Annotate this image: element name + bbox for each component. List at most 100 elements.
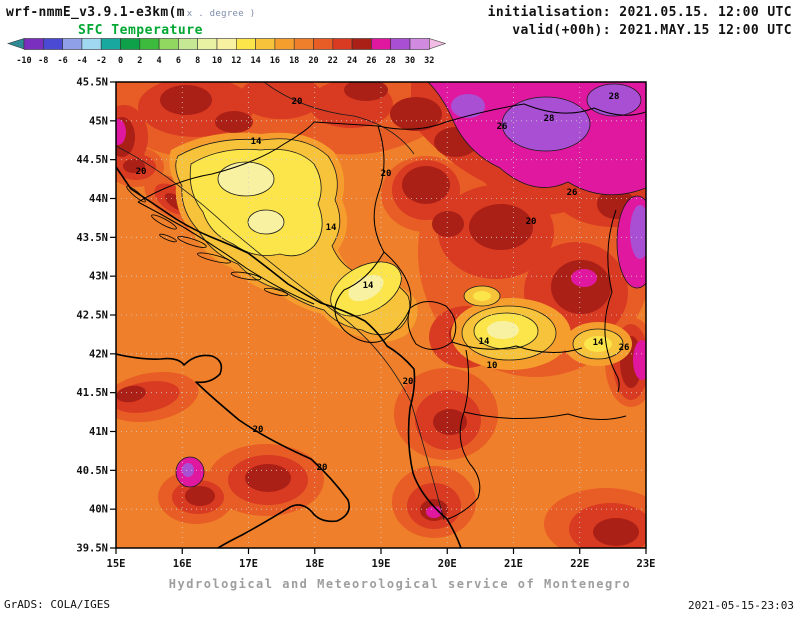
colorbar-tick-label: -10 (16, 56, 31, 66)
init-time-label: initialisation: 2021.05.15. 12:00 UTC (487, 5, 792, 20)
colorbar-tick-label: 32 (424, 56, 434, 66)
grid-lines (116, 82, 646, 548)
contour-label: 14 (479, 337, 490, 347)
colorbar-segment (371, 38, 391, 50)
colorbar-segment (216, 38, 237, 50)
lon-axis-label: 22E (570, 558, 589, 570)
colorbar-segment (100, 38, 121, 50)
lat-axis-label: 42N (89, 348, 108, 360)
colorbar-tick-label: 0 (118, 56, 123, 66)
contour-label: 28 (609, 92, 620, 102)
contour-label: 28 (544, 114, 555, 124)
colorbar-segment (42, 38, 63, 50)
colorbar-arrow-left (7, 38, 25, 50)
lon-axis-label: 23E (637, 558, 656, 570)
colorbar-segment (409, 38, 430, 50)
colorbar-segment (178, 38, 198, 50)
contour-label: 26 (497, 122, 508, 132)
contour-label: 26 (619, 343, 630, 353)
contour-labels: 20 14 26 28 28 20 20 26 20 14 14 14 10 14 26 20 20 20 (136, 92, 630, 473)
colorbar-tick-label: 4 (157, 56, 162, 66)
colorbar-tick-label: -6 (57, 56, 67, 66)
colorbar-segment (313, 38, 334, 50)
lat-axis-label: 45.5N (76, 77, 108, 89)
colorbar-segment (158, 38, 179, 50)
lat-axis-label: 41.5N (76, 387, 108, 399)
colorbar-tick-label: 14 (250, 56, 260, 66)
colorbar-segment (351, 38, 372, 50)
contour-label: 20 (253, 425, 264, 435)
coastline-islands (116, 165, 462, 548)
model-title-row: wrf-nmmE_v3.9.1-e3km(m x . degree ) (6, 5, 255, 20)
service-footer: Hydrological and Meteorological service … (168, 577, 632, 591)
contour-label: 14 (363, 281, 374, 291)
colorbar-segment (120, 38, 141, 50)
creation-timestamp: 2021-05-15-23:03 (688, 599, 794, 612)
colorbar: -10 -8 -6 -4 -2 0 2 4 6 8 10 12 14 16 18 20 22 24 26 28 30 32 (7, 38, 447, 66)
lat-axis-label: 40N (89, 504, 108, 516)
lat-axis-label: 42.5N (76, 310, 108, 322)
colorbar-segment (81, 38, 102, 50)
contour-label: 14 (326, 223, 337, 233)
lon-axis-label: 15E (107, 558, 126, 570)
lat-axis-label: 45N (89, 115, 108, 127)
colorbar-tick-label: 12 (231, 56, 241, 66)
contour-lines (116, 82, 445, 521)
contour-label: 20 (403, 377, 414, 387)
lat-axis-label: 43.5N (76, 232, 108, 244)
colorbar-tick-label: 10 (212, 56, 222, 66)
lat-axis-label: 40.5N (76, 465, 108, 477)
colorbar-segment (62, 38, 83, 50)
lon-axis-label: 18E (305, 558, 324, 570)
colorbar-tick-label: 16 (270, 56, 280, 66)
colorbar-segment (274, 38, 295, 50)
colorbar-tick-label: 28 (386, 56, 396, 66)
colorbar-tick-label: 18 (289, 56, 299, 66)
lat-axis-label: 44N (89, 193, 108, 205)
contour-label: 26 (567, 188, 578, 198)
contour-label: 20 (292, 97, 303, 107)
contour-label: 20 (381, 169, 392, 179)
map-panel: 20 14 26 28 28 20 20 26 20 14 14 14 10 14 26 20 20 20 45.… (76, 77, 655, 571)
colorbar-tick-label: -8 (38, 56, 48, 66)
colorbar-segment (197, 38, 218, 50)
contour-label: 10 (487, 361, 498, 371)
lon-axis-label: 17E (239, 558, 258, 570)
axis-labels: 45.5N 45N 44.5N 44N 43.5N 43N 42.5N 42N 41.5N 41N… (76, 77, 655, 571)
lon-axis-label: 20E (438, 558, 457, 570)
lat-axis-label: 41N (89, 426, 108, 438)
valid-time-label: valid(+00h): 2021.MAY.15 12:00 UTC (512, 23, 792, 38)
colorbar-tick-label: 26 (366, 56, 376, 66)
contour-label: 20 (317, 463, 328, 473)
colorbar-segment (293, 38, 314, 50)
lon-axis-label: 16E (173, 558, 192, 570)
model-title: wrf-nmmE_v3.9.1-e3km(m (6, 5, 185, 20)
lat-axis-label: 44.5N (76, 154, 108, 166)
contour-label: 20 (526, 217, 537, 227)
colorbar-tick-label: 20 (308, 56, 318, 66)
contour-label: 14 (251, 137, 262, 147)
contour-label: 14 (593, 338, 604, 348)
colorbar-segment (390, 38, 411, 50)
colorbar-segment (139, 38, 160, 50)
colorbar-tick-label: 22 (328, 56, 338, 66)
lon-axis-label: 19E (372, 558, 391, 570)
colorbar-segment (255, 38, 276, 50)
colorbar-tick-label: 24 (347, 56, 357, 66)
colorbar-tick-label: 2 (137, 56, 142, 66)
country-borders (137, 103, 646, 520)
colorbar-tick-label: -4 (77, 56, 87, 66)
colorbar-tick-label: 8 (195, 56, 200, 66)
colorbar-arrow-right (428, 38, 447, 50)
colorbar-segment (236, 38, 256, 50)
lon-axis-label: 21E (504, 558, 523, 570)
contour-label: 20 (136, 167, 147, 177)
colorbar-tick-label: -2 (96, 56, 106, 66)
colorbar-segment (23, 38, 44, 50)
colorbar-tick-label: 30 (405, 56, 415, 66)
model-units-note: x . degree ) (186, 9, 256, 19)
grads-credit: GrADS: COLA/IGES (4, 598, 110, 611)
field-label: SFC Temperature (78, 23, 203, 38)
lat-axis-label: 39.5N (76, 543, 108, 555)
